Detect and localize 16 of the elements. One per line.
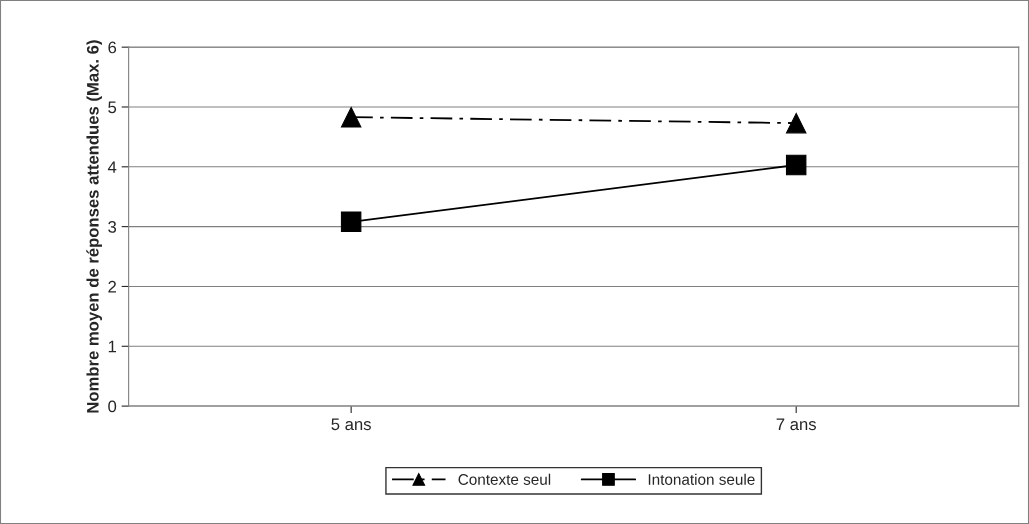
point <box>785 154 807 176</box>
y-tick-label: 1 <box>108 340 117 353</box>
x-tick-label: 7 ans <box>776 418 816 431</box>
y-tick-label: 2 <box>108 280 116 293</box>
legend-label: Intonation seule <box>648 473 755 485</box>
x-tick-label: 5 ans <box>331 418 371 431</box>
y-axis-title: Nombre moyen de réponses attendues (Max. 6) <box>86 40 102 413</box>
point <box>340 211 362 233</box>
y-tick-label: 6 <box>108 41 117 54</box>
y-tick-label: 5 <box>108 101 117 114</box>
point <box>785 112 807 134</box>
y-tick-label: 4 <box>107 161 117 173</box>
y-tick-label: 0 <box>108 400 117 413</box>
point <box>340 106 362 128</box>
legend-label: Contexte seul <box>458 473 551 485</box>
y-tick-label: 3 <box>108 221 117 233</box>
